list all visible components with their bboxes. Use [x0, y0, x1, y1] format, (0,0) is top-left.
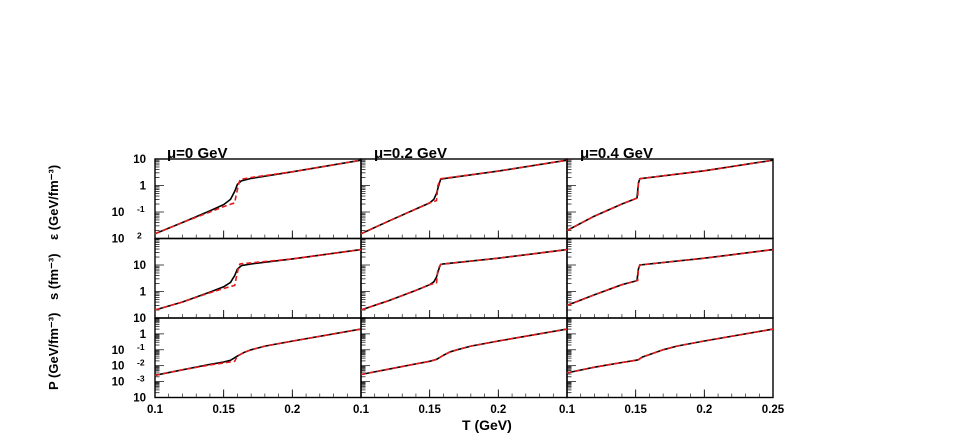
y-tick-label: 10: [112, 361, 125, 373]
y-axis-title-entropy: s (fm⁻³): [46, 253, 61, 300]
dashed-series-line-r1-c1: [360, 248, 568, 311]
panel-frame-r0-c2: [566, 158, 774, 240]
x-axis-title: T (GeV): [462, 417, 512, 433]
y-tick-label: 10: [112, 377, 125, 389]
column-title-0: μ=0 GeV: [167, 145, 227, 162]
y-tick-label: 1: [140, 181, 147, 193]
y-tick-exponent: -1: [137, 342, 145, 352]
x-tick-label: 0.1: [353, 404, 370, 416]
y-tick-label: 10: [112, 207, 125, 219]
solid-series-line-r0-c2: [566, 159, 774, 232]
x-tick-label: 0.1: [147, 404, 164, 416]
y-axis-title-pressure: P (GeV/fm⁻³): [46, 313, 61, 390]
dashed-series-line-r2-c1: [360, 328, 568, 376]
panel-frame-r1-c2: [566, 237, 774, 319]
y-tick-label: 10: [133, 393, 146, 405]
x-tick-label: 0.15: [624, 404, 647, 416]
solid-series-line-r0-c0: [154, 159, 362, 235]
dashed-series-line-r1-c2: [566, 248, 774, 307]
x-tick-label: 0.2: [284, 404, 300, 416]
y-tick-label: 1: [140, 287, 147, 299]
solid-series-line-r2-c2: [566, 328, 774, 374]
x-tick-label: 0.2: [490, 404, 506, 416]
panel-frame-r1-c1: [360, 237, 568, 319]
dashed-series-line-r0-c0: [154, 159, 362, 235]
panel-frame-r2-c2: [566, 317, 774, 399]
solid-series-line-r1-c1: [360, 248, 568, 311]
panel-frame-r1-c0: [154, 237, 362, 319]
dashed-series-line-r1-c0: [154, 248, 362, 311]
y-tick-exponent: 2: [137, 231, 142, 241]
y-tick-label: 10: [133, 154, 146, 166]
panel-frame-r2-c1: [360, 317, 568, 399]
panel-frame-r0-c0: [154, 158, 362, 240]
solid-series-line-r1-c2: [566, 248, 774, 307]
panel-frame-r0-c1: [360, 158, 568, 240]
y-tick-label: 1: [140, 329, 147, 341]
column-title-2: μ=0.4 GeV: [580, 145, 653, 162]
solid-series-line-r0-c1: [360, 159, 568, 235]
column-title-1: μ=0.2 GeV: [374, 145, 447, 162]
dashed-series-line-r2-c2: [566, 328, 774, 374]
dashed-series-line-r0-c1: [360, 159, 568, 235]
x-tick-label: 0.2: [696, 404, 712, 416]
y-tick-exponent: -2: [137, 358, 145, 368]
y-axis-title-energy: ε (GeV/fm⁻³): [46, 165, 61, 240]
x-tick-label: 0.15: [212, 404, 235, 416]
x-tick-label: 0.25: [762, 404, 785, 416]
solid-series-line-r2-c0: [154, 328, 362, 377]
y-tick-label: 10: [112, 234, 125, 246]
solid-series-line-r2-c1: [360, 328, 568, 376]
y-tick-exponent: -3: [137, 374, 145, 384]
y-tick-exponent: -1: [137, 204, 145, 214]
x-tick-label: 0.1: [559, 404, 576, 416]
y-tick-label: 10: [133, 260, 146, 272]
panel-frame-r2-c0: [154, 317, 362, 399]
y-tick-label: 10: [133, 313, 146, 325]
x-tick-label: 0.15: [418, 404, 441, 416]
y-tick-label: 10: [112, 345, 125, 357]
dashed-series-line-r0-c2: [566, 159, 774, 232]
